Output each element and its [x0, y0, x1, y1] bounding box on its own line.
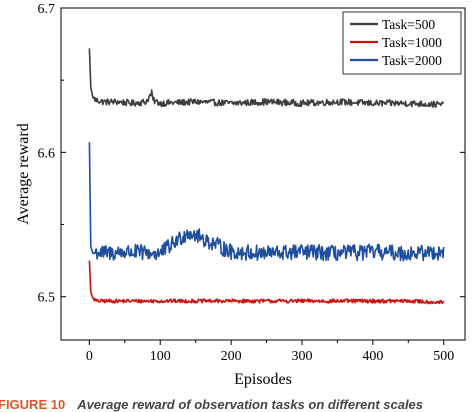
x-tick-label: 300 — [291, 349, 312, 364]
legend-label: Task=1000 — [382, 35, 442, 50]
x-tick-label: 200 — [221, 349, 242, 364]
legend: Task=500 Task=1000 Task=2000 — [342, 11, 462, 75]
series-line — [88, 142, 445, 262]
x-tick-label: 100 — [150, 349, 171, 364]
y-tick-label: 6.5 — [38, 291, 56, 306]
y-tick-label: 6.7 — [38, 2, 56, 17]
series-line — [88, 260, 445, 305]
plot-frame — [60, 7, 466, 341]
x-axis-ticks: 0 100 200 300 400 500 — [86, 340, 454, 364]
x-tick-label: 400 — [362, 349, 383, 364]
x-axis-title: Episodes — [234, 371, 292, 388]
series-line — [88, 48, 445, 108]
x-tick-label: 0 — [86, 349, 93, 364]
figure-caption-label: FIGURE 10 — [0, 397, 65, 412]
series-layer — [88, 48, 445, 305]
y-axis-ticks: 6.5 6.6 6.7 — [38, 2, 465, 306]
legend-label: Task=2000 — [382, 53, 442, 68]
figure-caption: FIGURE 10 Average reward of observation … — [0, 396, 423, 412]
y-axis-title: Average reward — [15, 123, 32, 224]
x-tick-label: 500 — [433, 349, 454, 364]
legend-label: Task=500 — [382, 17, 435, 32]
y-tick-label: 6.6 — [38, 146, 56, 161]
figure-caption-text: Average reward of observation tasks on d… — [76, 397, 423, 412]
